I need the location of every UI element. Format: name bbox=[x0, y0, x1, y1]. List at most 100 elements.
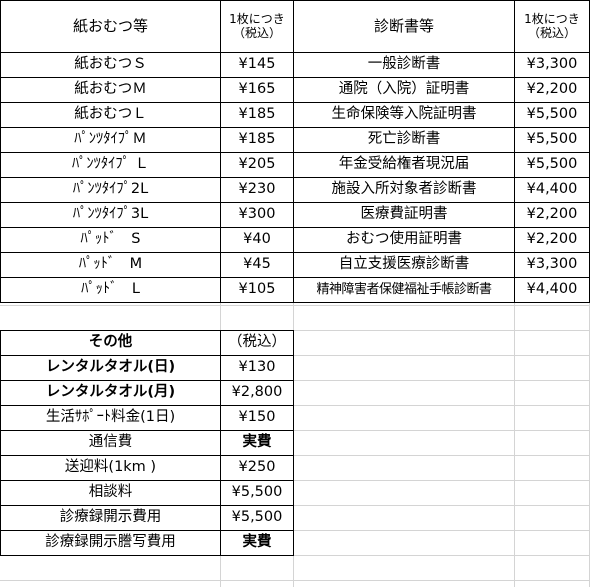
table-row: 診療録開示謄写費用 実費 bbox=[0, 530, 294, 556]
product-name: 紙おむつＳ bbox=[0, 52, 221, 78]
table-row: 紙おむつＳ ¥145 一般診断書 ¥3,300 bbox=[0, 52, 590, 78]
table-row: 通信費 実費 bbox=[0, 430, 294, 456]
table-row: ﾊﾟｯﾄﾞ M ¥45 自立支援医療診断書 ¥3,300 bbox=[0, 252, 590, 278]
product-price: ¥300 bbox=[220, 202, 294, 228]
certificates-header-name: 診断書等 bbox=[293, 0, 515, 53]
table-row: ﾊﾟﾝﾂﾀｲﾌﾟ3L ¥300 医療費証明書 ¥2,200 bbox=[0, 202, 590, 228]
certificate-name: 死亡診断書 bbox=[293, 127, 515, 153]
other-item-name: 送迎料(1km ) bbox=[0, 455, 221, 481]
product-name: 紙おむつＬ bbox=[0, 102, 221, 128]
certificates-header-price: 1枚につき （税込） bbox=[514, 0, 590, 53]
product-price: ¥145 bbox=[220, 52, 294, 78]
product-price: ¥105 bbox=[220, 277, 294, 303]
other-item-name: 診療録開示謄写費用 bbox=[0, 530, 221, 556]
other-item-name: 生活ｻﾎﾟｰﾄ料金(1日) bbox=[0, 405, 221, 431]
certificate-price: ¥4,400 bbox=[514, 277, 590, 303]
product-name: ﾊﾟｯﾄﾞ M bbox=[0, 252, 221, 278]
certificate-price: ¥4,400 bbox=[514, 177, 590, 203]
certificate-price: ¥2,200 bbox=[514, 77, 590, 103]
gridline bbox=[0, 405, 590, 406]
products-header-price-line2: （税込） bbox=[232, 25, 281, 40]
table-row: 診療録開示費用 ¥5,500 bbox=[0, 505, 294, 531]
product-price: ¥45 bbox=[220, 252, 294, 278]
other-item-price: ¥5,500 bbox=[220, 505, 294, 531]
table-row: 相談料 ¥5,500 bbox=[0, 480, 294, 506]
other-item-price: ¥5,500 bbox=[220, 480, 294, 506]
certificate-name: 通院（入院）証明書 bbox=[293, 77, 515, 103]
price-table: 紙おむつ等 1枚につき （税込） 診断書等 1枚につき （税込） 紙おむつＳ ¥… bbox=[0, 0, 590, 303]
product-name: ﾊﾟｯﾄﾞ S bbox=[0, 227, 221, 253]
product-name: ﾊﾟｯﾄﾞ L bbox=[0, 277, 221, 303]
table-row: ﾊﾟｯﾄﾞ L ¥105 精神障害者保健福祉手帳診断書 ¥4,400 bbox=[0, 277, 590, 303]
others-header-name: その他 bbox=[0, 330, 221, 356]
gridline bbox=[0, 505, 590, 506]
product-name: ﾊﾟﾝﾂﾀｲﾌﾟ3L bbox=[0, 202, 221, 228]
certificates-header-price-line2: （税込） bbox=[527, 25, 576, 40]
certificate-name: 一般診断書 bbox=[293, 52, 515, 78]
other-item-price: 実費 bbox=[220, 430, 294, 456]
certificate-name: 自立支援医療診断書 bbox=[293, 252, 515, 278]
certificate-name: 施設入所対象者診断書 bbox=[293, 177, 515, 203]
product-price: ¥205 bbox=[220, 152, 294, 178]
table-row: ﾊﾟﾝﾂﾀｲﾌﾟ2L ¥230 施設入所対象者診断書 ¥4,400 bbox=[0, 177, 590, 203]
others-table-header: その他 （税込） bbox=[0, 330, 294, 356]
product-price: ¥40 bbox=[220, 227, 294, 253]
other-item-price: ¥250 bbox=[220, 455, 294, 481]
product-price: ¥165 bbox=[220, 77, 294, 103]
products-header-name: 紙おむつ等 bbox=[0, 0, 221, 53]
gridline bbox=[0, 330, 590, 331]
table-row: ﾊﾟｯﾄﾞ S ¥40 おむつ使用証明書 ¥2,200 bbox=[0, 227, 590, 253]
certificate-name: 医療費証明書 bbox=[293, 202, 515, 228]
certificate-price: ¥5,500 bbox=[514, 152, 590, 178]
other-item-price: ¥150 bbox=[220, 405, 294, 431]
product-name: ﾊﾟﾝﾂﾀｲﾌﾟ2L bbox=[0, 177, 221, 203]
other-item-name: レンタルタオル(月) bbox=[0, 380, 221, 406]
certificates-header-price-line1: 1枚につき bbox=[524, 12, 580, 27]
other-item-name: 相談料 bbox=[0, 480, 221, 506]
table-row: レンタルタオル(日) ¥130 bbox=[0, 355, 294, 381]
gridline bbox=[0, 580, 590, 581]
certificate-name: 年金受給権者現況届 bbox=[293, 152, 515, 178]
products-header-price-line1: 1枚につき bbox=[229, 12, 285, 27]
table-row: 紙おむつＬ ¥185 生命保険等入院証明書 ¥5,500 bbox=[0, 102, 590, 128]
certificate-price: ¥3,300 bbox=[514, 252, 590, 278]
other-item-price: 実費 bbox=[220, 530, 294, 556]
table-row: 生活ｻﾎﾟｰﾄ料金(1日) ¥150 bbox=[0, 405, 294, 431]
other-item-price: ¥130 bbox=[220, 355, 294, 381]
table-row: 送迎料(1km ) ¥250 bbox=[0, 455, 294, 481]
gridline bbox=[0, 305, 590, 306]
other-item-name: レンタルタオル(日) bbox=[0, 355, 221, 381]
certificate-name: おむつ使用証明書 bbox=[293, 227, 515, 253]
table-row: ﾊﾟﾝﾂﾀｲﾌﾟＭ ¥185 死亡診断書 ¥5,500 bbox=[0, 127, 590, 153]
product-price: ¥230 bbox=[220, 177, 294, 203]
certificate-name: 生命保険等入院証明書 bbox=[293, 102, 515, 128]
table-row: ﾊﾟﾝﾂﾀｲﾌﾟ Ｌ ¥205 年金受給権者現況届 ¥5,500 bbox=[0, 152, 590, 178]
gridline bbox=[0, 380, 590, 381]
gridline bbox=[0, 355, 590, 356]
certificate-price: ¥5,500 bbox=[514, 102, 590, 128]
others-table: その他 （税込） レンタルタオル(日) ¥130 レンタルタオル(月) ¥2,8… bbox=[0, 330, 294, 556]
product-name: ﾊﾟﾝﾂﾀｲﾌﾟ Ｌ bbox=[0, 152, 221, 178]
table-row: 紙おむつＭ ¥165 通院（入院）証明書 ¥2,200 bbox=[0, 77, 590, 103]
gridline bbox=[0, 530, 590, 531]
product-price: ¥185 bbox=[220, 127, 294, 153]
other-item-name: 診療録開示費用 bbox=[0, 505, 221, 531]
product-price: ¥185 bbox=[220, 102, 294, 128]
gridline bbox=[0, 480, 590, 481]
gridline bbox=[0, 455, 590, 456]
table-row: レンタルタオル(月) ¥2,800 bbox=[0, 380, 294, 406]
products-header-price: 1枚につき （税込） bbox=[220, 0, 294, 53]
others-header-price: （税込） bbox=[220, 330, 294, 356]
gridline bbox=[0, 555, 590, 556]
certificate-price: ¥3,300 bbox=[514, 52, 590, 78]
gridline bbox=[0, 430, 590, 431]
certificate-price: ¥2,200 bbox=[514, 202, 590, 228]
other-item-name: 通信費 bbox=[0, 430, 221, 456]
product-name: 紙おむつＭ bbox=[0, 77, 221, 103]
certificate-price: ¥2,200 bbox=[514, 227, 590, 253]
certificate-price: ¥5,500 bbox=[514, 127, 590, 153]
certificate-name: 精神障害者保健福祉手帳診断書 bbox=[293, 277, 515, 303]
other-item-price: ¥2,800 bbox=[220, 380, 294, 406]
price-table-header: 紙おむつ等 1枚につき （税込） 診断書等 1枚につき （税込） bbox=[0, 0, 590, 53]
